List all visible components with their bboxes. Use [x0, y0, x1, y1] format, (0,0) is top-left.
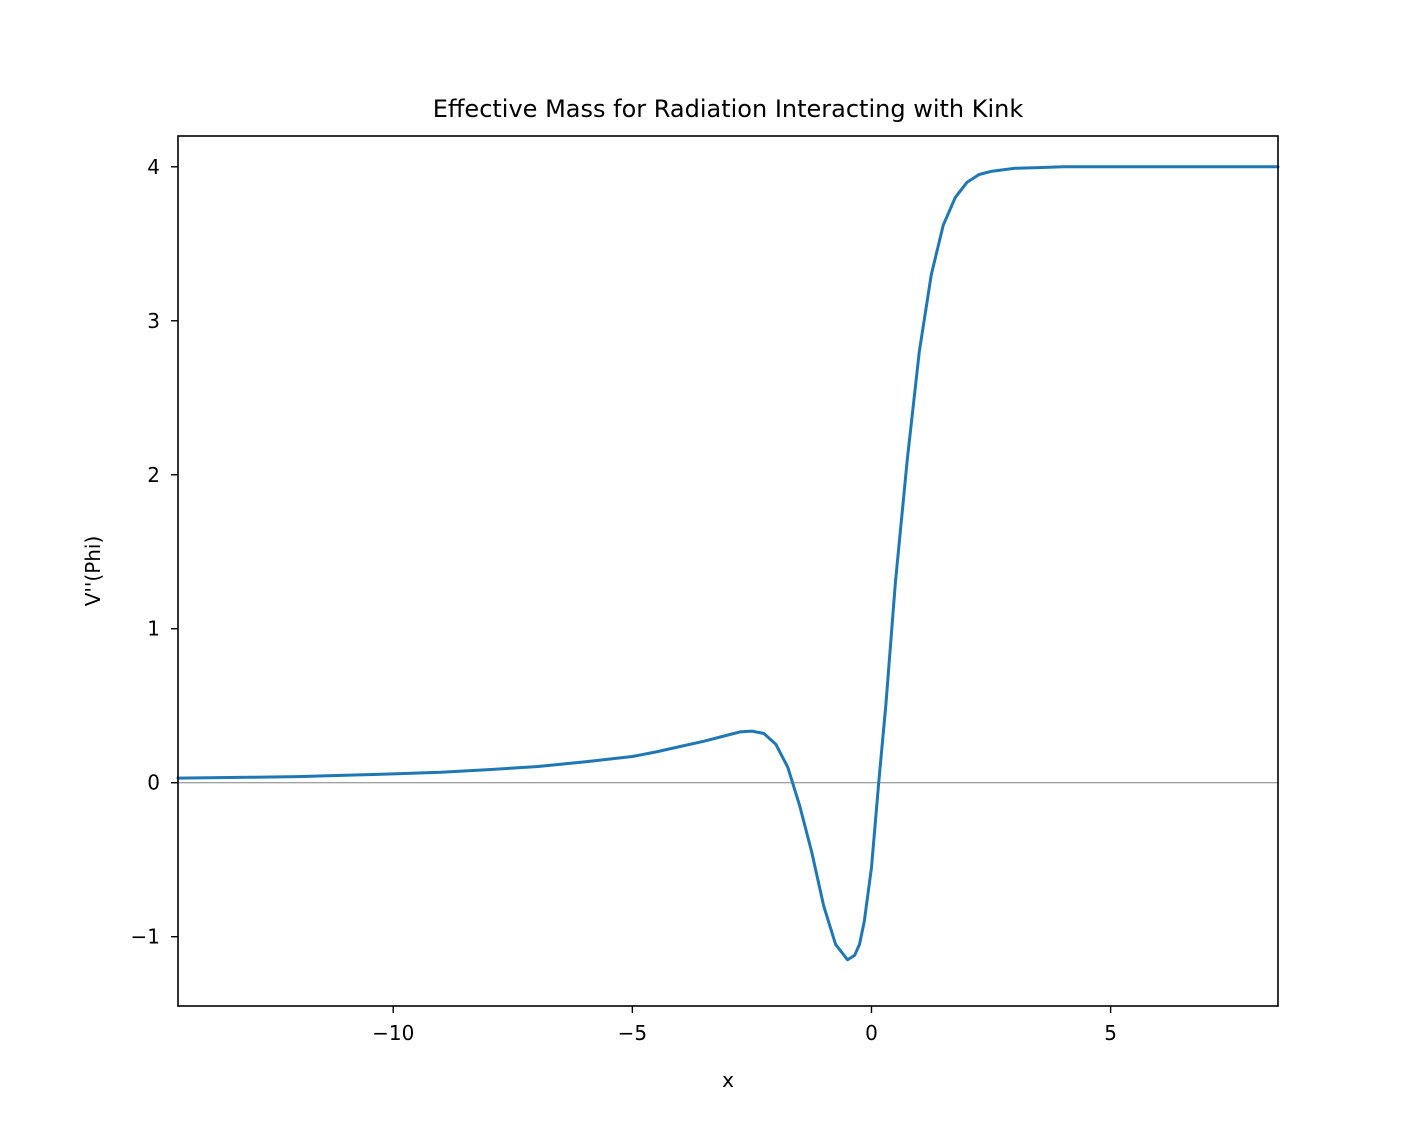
x-tick-label: −5: [618, 1021, 647, 1045]
x-tick-label: 5: [1104, 1021, 1117, 1045]
x-axis-label: x: [722, 1068, 734, 1092]
y-tick-label: 0: [147, 771, 160, 795]
series-line: [176, 165, 1280, 962]
y-tick-label: −1: [131, 925, 160, 949]
y-axis-label: V''(Phi): [81, 536, 105, 607]
y-tick-label: 2: [147, 463, 160, 487]
plot-frame: [177, 135, 1279, 1007]
y-tick-label: 4: [147, 155, 160, 179]
x-tick-label: −10: [372, 1021, 414, 1045]
chart-title: Effective Mass for Radiation Interacting…: [433, 95, 1024, 123]
y-tick-label: 1: [147, 617, 160, 641]
y-ticks: −1 0 1 2 3 4: [131, 155, 178, 949]
x-tick-label: 0: [865, 1021, 878, 1045]
x-ticks: −10 −5 0 5: [372, 1006, 1117, 1045]
y-tick-label: 3: [147, 309, 160, 333]
